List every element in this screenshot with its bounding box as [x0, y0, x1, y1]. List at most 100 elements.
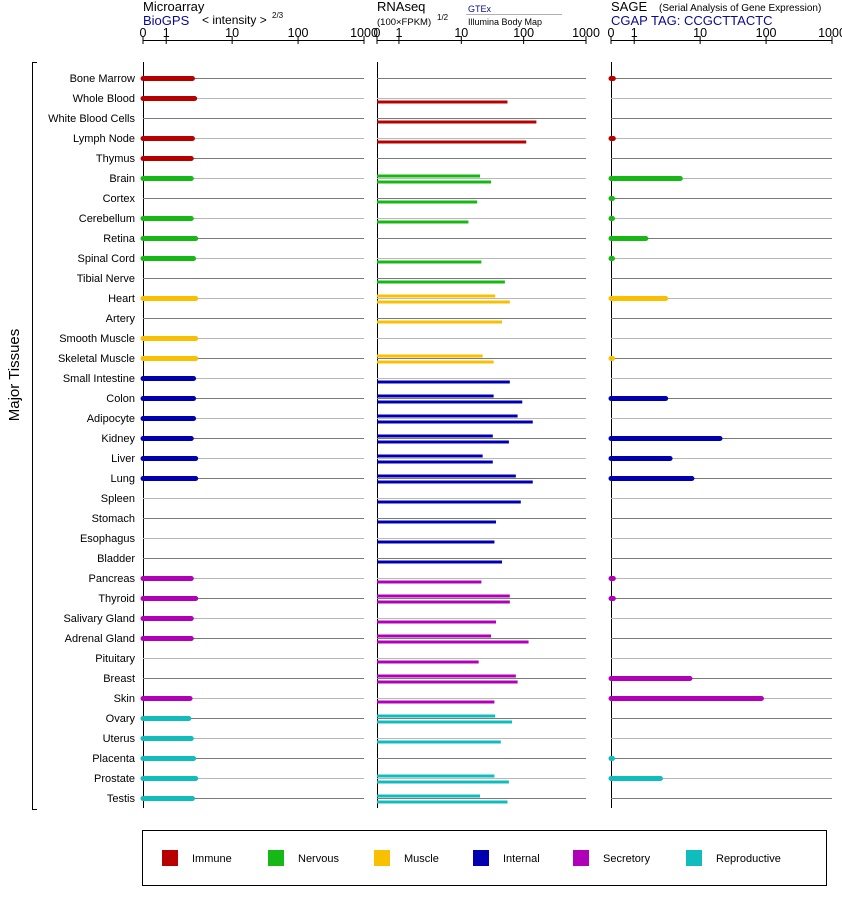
rnaseq-gtex-bar — [377, 500, 521, 504]
rnaseq-ibm-bar — [377, 400, 523, 404]
sage-title: SAGE — [611, 0, 647, 14]
rnaseq-ibm-bar — [377, 680, 518, 684]
tissue-label: Spleen — [101, 493, 135, 505]
legend-label-internal: Internal — [503, 853, 540, 865]
tissue-label: Placenta — [92, 753, 136, 765]
rnaseq-source-ibm: Illumina Body Map — [468, 17, 542, 27]
microarray-exponent: 2/3 — [272, 11, 284, 20]
rnaseq-gtex-bar — [377, 260, 482, 264]
rnaseq-ibm-bar — [377, 360, 494, 364]
rnaseq-ibm-bar — [377, 440, 509, 444]
legend-swatch-reproductive — [686, 850, 702, 866]
rnaseq-ibm-bar — [377, 420, 533, 424]
tissue-label: Spinal Cord — [78, 253, 135, 265]
rnaseq-gtex-bar — [377, 474, 516, 478]
rnaseq-gtex-bar — [377, 560, 503, 564]
rnaseq-gtex-bar — [377, 580, 482, 584]
microarray-tick-label-1: 1 — [163, 26, 170, 40]
rnaseq-gtex-bar — [377, 454, 483, 458]
tissue-label: Thyroid — [98, 593, 135, 605]
legend-label-nervous: Nervous — [298, 853, 339, 865]
rnaseq-gtex-bar — [377, 794, 481, 798]
tissue-label: Pancreas — [89, 573, 136, 585]
microarray-tick-label-1000: 1000 — [350, 26, 378, 40]
tissue-label: Uterus — [103, 733, 136, 745]
rnaseq-gtex-bar — [377, 140, 527, 144]
rnaseq-gtex-bar — [377, 354, 483, 358]
tissue-label: Smooth Muscle — [59, 333, 135, 345]
tissue-label: Adipocyte — [87, 413, 135, 425]
tissue-label: Tibial Nerve — [77, 273, 135, 285]
y-axis-label: Major Tissues — [6, 329, 23, 422]
rnaseq-gtex-bar — [377, 714, 496, 718]
microarray-subtitle: BioGPS — [143, 13, 190, 28]
microarray-title: Microarray — [143, 0, 205, 14]
tissue-label: Brain — [109, 173, 135, 185]
rnaseq-gtex-bar — [377, 520, 496, 524]
rnaseq-gtex-bar — [377, 700, 495, 704]
rnaseq-ibm-bar — [377, 600, 510, 604]
tissue-label: Skin — [114, 693, 135, 705]
rnaseq-ibm-bar — [377, 800, 508, 804]
tissue-label: Ovary — [106, 713, 136, 725]
rnaseq-gtex-bar — [377, 174, 481, 178]
tissue-label: Artery — [106, 313, 136, 325]
rnaseq-gtex-bar — [377, 380, 510, 384]
tissue-label: Breast — [103, 673, 135, 685]
microarray-tick-label-100: 100 — [288, 26, 309, 40]
rnaseq-tick-label-0: 0 — [374, 26, 381, 40]
rnaseq-gtex-bar — [377, 280, 505, 284]
rnaseq-ibm-bar — [377, 780, 509, 784]
legend-swatch-internal — [473, 850, 489, 866]
rnaseq-tick-label-100: 100 — [513, 26, 534, 40]
sage-tick-label-100: 100 — [756, 26, 777, 40]
rnaseq-gtex-bar — [377, 200, 478, 204]
sage-tick-label-0: 0 — [608, 26, 615, 40]
tissue-label: Testis — [107, 793, 136, 805]
rnaseq-ibm-bar — [377, 180, 492, 184]
tissue-label: Bone Marrow — [70, 73, 135, 85]
legend-label-immune: Immune — [192, 853, 232, 865]
legend-label-muscle: Muscle — [404, 853, 439, 865]
tissue-label: Colon — [106, 393, 135, 405]
rnaseq-gtex-bar — [377, 320, 503, 324]
tissue-label: Salivary Gland — [63, 613, 135, 625]
rnaseq-unit-label: (100×FPKM) — [377, 17, 431, 28]
chart-body: 011010010000110100100001101001000Bone Ma… — [32, 26, 842, 810]
tissue-label: Stomach — [92, 513, 135, 525]
microarray-intensity-label: < intensity > — [202, 13, 267, 27]
tissue-label: Thymus — [96, 153, 136, 165]
rnaseq-gtex-bar — [377, 394, 494, 398]
rnaseq-gtex-bar — [377, 294, 496, 298]
rnaseq-tick-label-10: 10 — [454, 26, 468, 40]
tissue-label: Cerebellum — [79, 213, 135, 225]
tissue-label: Pituitary — [95, 653, 135, 665]
tissue-label: Liver — [111, 453, 135, 465]
tissue-label: Small Intestine — [63, 373, 135, 385]
rnaseq-tick-label-1: 1 — [395, 26, 402, 40]
rnaseq-gtex-bar — [377, 594, 510, 598]
tissue-label: Skeletal Muscle — [58, 353, 135, 365]
rnaseq-exponent: 1/2 — [437, 13, 449, 22]
rnaseq-gtex-bar — [377, 414, 518, 418]
tissue-label: Esophagus — [80, 533, 136, 545]
sage-title-note: (Serial Analysis of Gene Expression) — [659, 3, 821, 14]
rnaseq-gtex-bar — [377, 660, 479, 664]
legend-swatch-immune — [162, 850, 178, 866]
legend-swatch-secretory — [573, 850, 589, 866]
legend-swatch-muscle — [374, 850, 390, 866]
rnaseq-gtex-bar — [377, 634, 492, 638]
microarray-tick-label-0: 0 — [140, 26, 147, 40]
rnaseq-gtex-bar — [377, 220, 469, 224]
rnaseq-gtex-bar — [377, 434, 493, 438]
rnaseq-gtex-bar — [377, 740, 501, 744]
rnaseq-ibm-bar — [377, 640, 529, 644]
rnaseq-ibm-bar — [377, 300, 510, 304]
legend-label-reproductive: Reproductive — [716, 853, 781, 865]
tissue-label: Prostate — [94, 773, 135, 785]
tissue-label: Adrenal Gland — [65, 633, 135, 645]
tissue-label: White Blood Cells — [48, 113, 135, 125]
rnaseq-tick-label-1000: 1000 — [572, 26, 600, 40]
rnaseq-gtex-bar — [377, 674, 516, 678]
